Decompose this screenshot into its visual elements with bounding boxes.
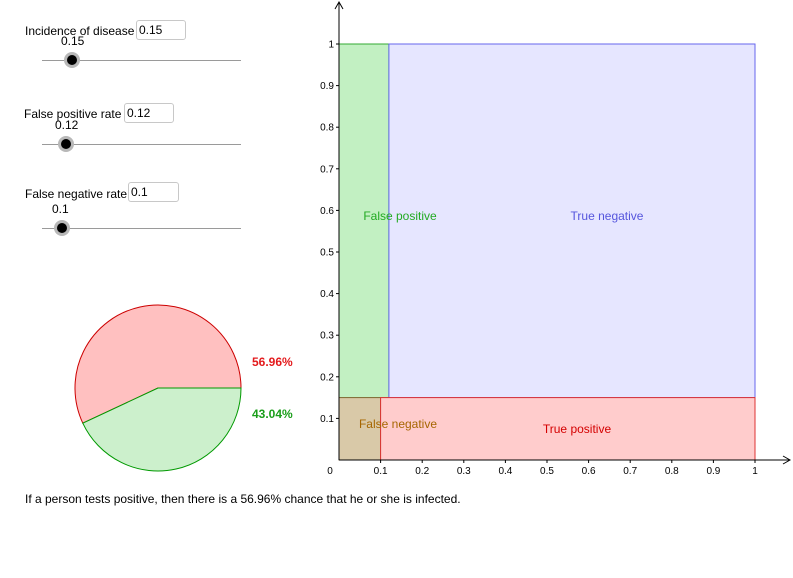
x-tick-label: 0.8 [665,466,679,477]
pie-slice-positive [74,304,242,424]
y-tick-label: 0.3 [320,331,334,342]
incidence-slider-knob[interactable] [67,55,77,65]
incidence-slider-value: 0.15 [61,34,85,48]
y-tick-label: 0.9 [320,81,334,92]
incidence-slider-track[interactable] [42,60,241,61]
false-positive-input[interactable] [124,103,174,123]
pie-slice-negative [82,387,242,472]
x-tick-label: 0.5 [540,466,554,477]
x-axis-arrow-icon [782,455,792,465]
region-label-false-negative: False negative [359,417,437,431]
incidence-input[interactable] [136,20,186,40]
y-tick-label: 0.8 [320,123,334,134]
x-tick-label: 1 [752,466,758,477]
region-true-negative [388,43,756,399]
y-tick-label: 0.5 [320,248,334,259]
false-negative-label: False negative rate [25,187,128,201]
region-label-false-positive: False positive [363,209,437,223]
region-true-positive [380,397,756,461]
region-false-negative [338,397,382,461]
x-tick-label: 0 [327,466,333,477]
y-tick-label: 0.7 [320,164,334,175]
false-negative-slider-value: 0.1 [52,202,69,216]
region-label-true-positive: True positive [543,422,612,436]
false-negative-input[interactable] [128,182,179,202]
false-positive-slider-value: 0.12 [55,118,79,132]
region-label-true-negative: True negative [571,209,644,223]
x-tick-label: 0.9 [706,466,720,477]
x-tick-label: 0.1 [374,466,388,477]
incidence-label: Incidence of disease [25,24,135,38]
y-tick-label: 1 [328,40,334,51]
x-tick-label: 0.7 [623,466,637,477]
unit-square-chart: 0 0.1 0.2 0.3 0.4 0.5 0.6 0.7 0.8 0.9 1 0.1 0.2 0.3 0.… [320,0,792,477]
y-axis-arrow-icon [334,0,344,10]
x-tick-label: 0.6 [582,466,596,477]
false-positive-slider-track[interactable] [42,144,241,145]
false-positive-slider-knob[interactable] [61,139,71,149]
false-positive-label: False positive rate [24,107,122,121]
x-tick-label: 0.4 [498,466,512,477]
pie-label-negative: 43.04% [252,407,293,421]
false-negative-slider-track[interactable] [42,228,241,229]
pie-chart: 56.96% 43.04% [74,304,293,472]
y-tick-label: 0.1 [320,414,334,425]
y-tick-label: 0.6 [320,206,334,217]
result-text: If a person tests positive, then there i… [25,492,461,506]
pie-label-positive: 56.96% [252,355,293,369]
x-tick-label: 0.3 [457,466,471,477]
y-tick-label: 0.2 [320,372,334,383]
x-tick-label: 0.2 [415,466,429,477]
false-negative-slider-knob[interactable] [57,223,67,233]
y-tick-label: 0.4 [320,289,334,300]
